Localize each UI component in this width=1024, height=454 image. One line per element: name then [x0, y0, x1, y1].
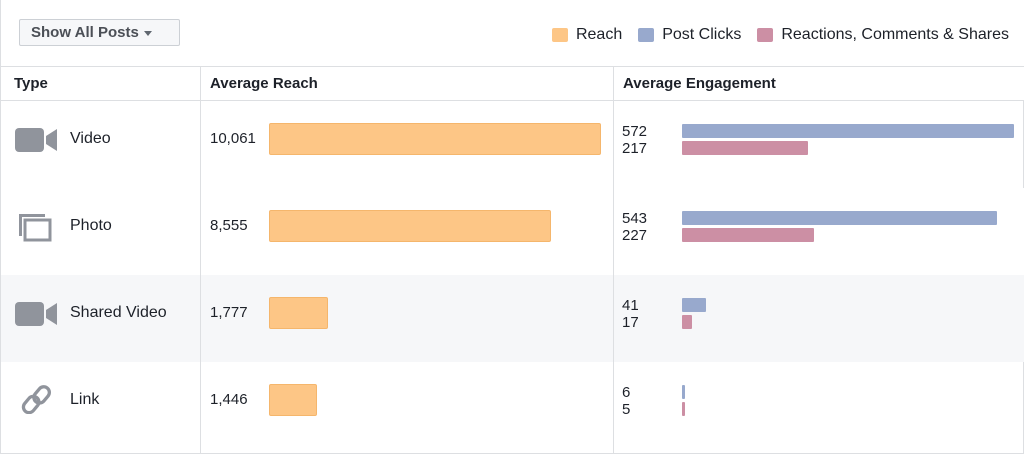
- column-divider: [200, 66, 201, 454]
- reactions-bar: [682, 228, 814, 242]
- post-clicks-value: 572: [622, 123, 648, 140]
- table-row: Shared Video 1,777 41 17: [1, 275, 1024, 362]
- post-clicks-value: 6: [622, 384, 631, 401]
- table-row: Video 10,061 572 217: [1, 101, 1024, 188]
- reactions-value: 5: [622, 401, 631, 418]
- legend-item-post-clicks: Post Clicks: [638, 26, 741, 44]
- chart-legend: Reach Post Clicks Reactions, Comments & …: [536, 24, 1009, 46]
- reach-bar: [269, 210, 551, 242]
- reactions-bar: [682, 402, 685, 416]
- post-clicks-bar: [682, 211, 997, 225]
- toolbar: Show All Posts Reach Post Clicks Reactio…: [1, 0, 1024, 66]
- reach-bar: [269, 297, 328, 329]
- table-header: Type Average Reach Average Engagement: [1, 66, 1024, 101]
- legend-item-reactions: Reactions, Comments & Shares: [757, 26, 1009, 44]
- column-header-type: Type: [14, 75, 48, 92]
- legend-swatch-reactions: [757, 28, 774, 42]
- reactions-value: 227: [622, 227, 648, 244]
- reactions-value: 217: [622, 140, 648, 157]
- reach-value: 10,061: [210, 130, 256, 147]
- column-divider: [613, 66, 614, 454]
- type-label: Video: [70, 130, 111, 147]
- post-clicks-value: 543: [622, 210, 648, 227]
- table-row: Link 1,446 6 5: [1, 362, 1024, 453]
- reach-value: 1,446: [210, 391, 248, 408]
- reactions-bar: [682, 315, 692, 329]
- post-clicks-bar: [682, 298, 706, 312]
- type-label: Photo: [70, 217, 112, 234]
- legend-label-post-clicks: Post Clicks: [662, 26, 742, 43]
- legend-label-reactions: Reactions, Comments & Shares: [781, 26, 1009, 43]
- column-header-average-engagement: Average Engagement: [623, 75, 776, 92]
- type-label: Link: [70, 391, 100, 408]
- chain-link-icon: [21, 385, 52, 414]
- column-header-average-reach: Average Reach: [210, 75, 318, 92]
- legend-label-reach: Reach: [575, 26, 623, 43]
- post-clicks-value: 41: [622, 297, 639, 314]
- reach-value: 8,555: [210, 217, 248, 234]
- reactions-bar: [682, 141, 808, 155]
- video-camera-icon: [15, 302, 57, 326]
- reach-bar: [269, 123, 601, 155]
- post-clicks-bar: [682, 124, 1014, 138]
- show-all-posts-dropdown[interactable]: Show All Posts: [19, 19, 180, 46]
- legend-item-reach: Reach: [551, 26, 623, 44]
- reach-bar: [269, 384, 317, 416]
- reach-value: 1,777: [210, 304, 248, 321]
- legend-swatch-reach: [551, 28, 568, 42]
- caret-down-icon: [143, 30, 152, 36]
- table-row: Photo 8,555 543 227: [1, 188, 1024, 275]
- filter-label: Show All Posts: [31, 24, 139, 41]
- post-clicks-bar: [682, 385, 685, 399]
- legend-swatch-post-clicks: [638, 28, 655, 42]
- reactions-value: 17: [622, 314, 639, 331]
- video-camera-icon: [15, 128, 57, 152]
- type-label: Shared Video: [70, 304, 167, 321]
- photo-stack-icon: [19, 214, 52, 242]
